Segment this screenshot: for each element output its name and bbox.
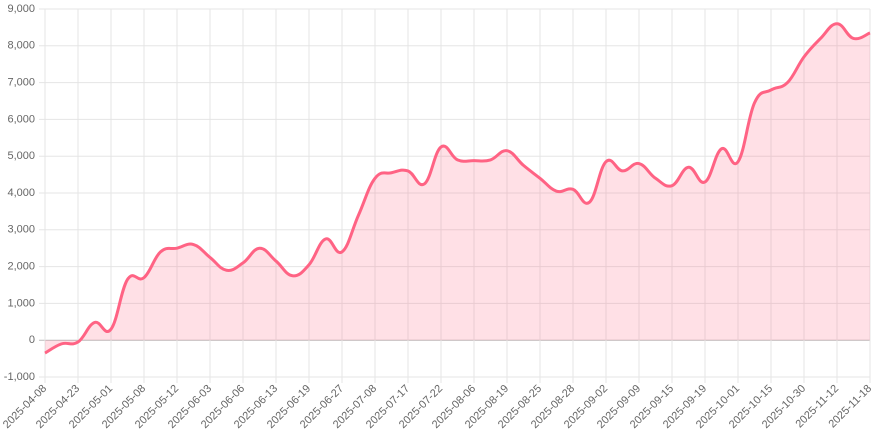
y-tick-label: 1,000 xyxy=(7,297,35,309)
y-tick-label: 7,000 xyxy=(7,77,35,89)
area xyxy=(45,23,870,354)
y-tick-label: 4,000 xyxy=(7,187,35,199)
y-tick-label: 5,000 xyxy=(7,150,35,162)
y-tick-label: 0 xyxy=(29,334,35,346)
y-tick-label: 3,000 xyxy=(7,224,35,236)
y-tick-label: 8,000 xyxy=(7,40,35,52)
y-tick-label: 6,000 xyxy=(7,113,35,125)
y-tick-label: 2,000 xyxy=(7,261,35,273)
y-tick-label: 9,000 xyxy=(7,3,35,15)
line xyxy=(44,22,871,355)
y-tick-label: -1,000 xyxy=(4,371,35,383)
